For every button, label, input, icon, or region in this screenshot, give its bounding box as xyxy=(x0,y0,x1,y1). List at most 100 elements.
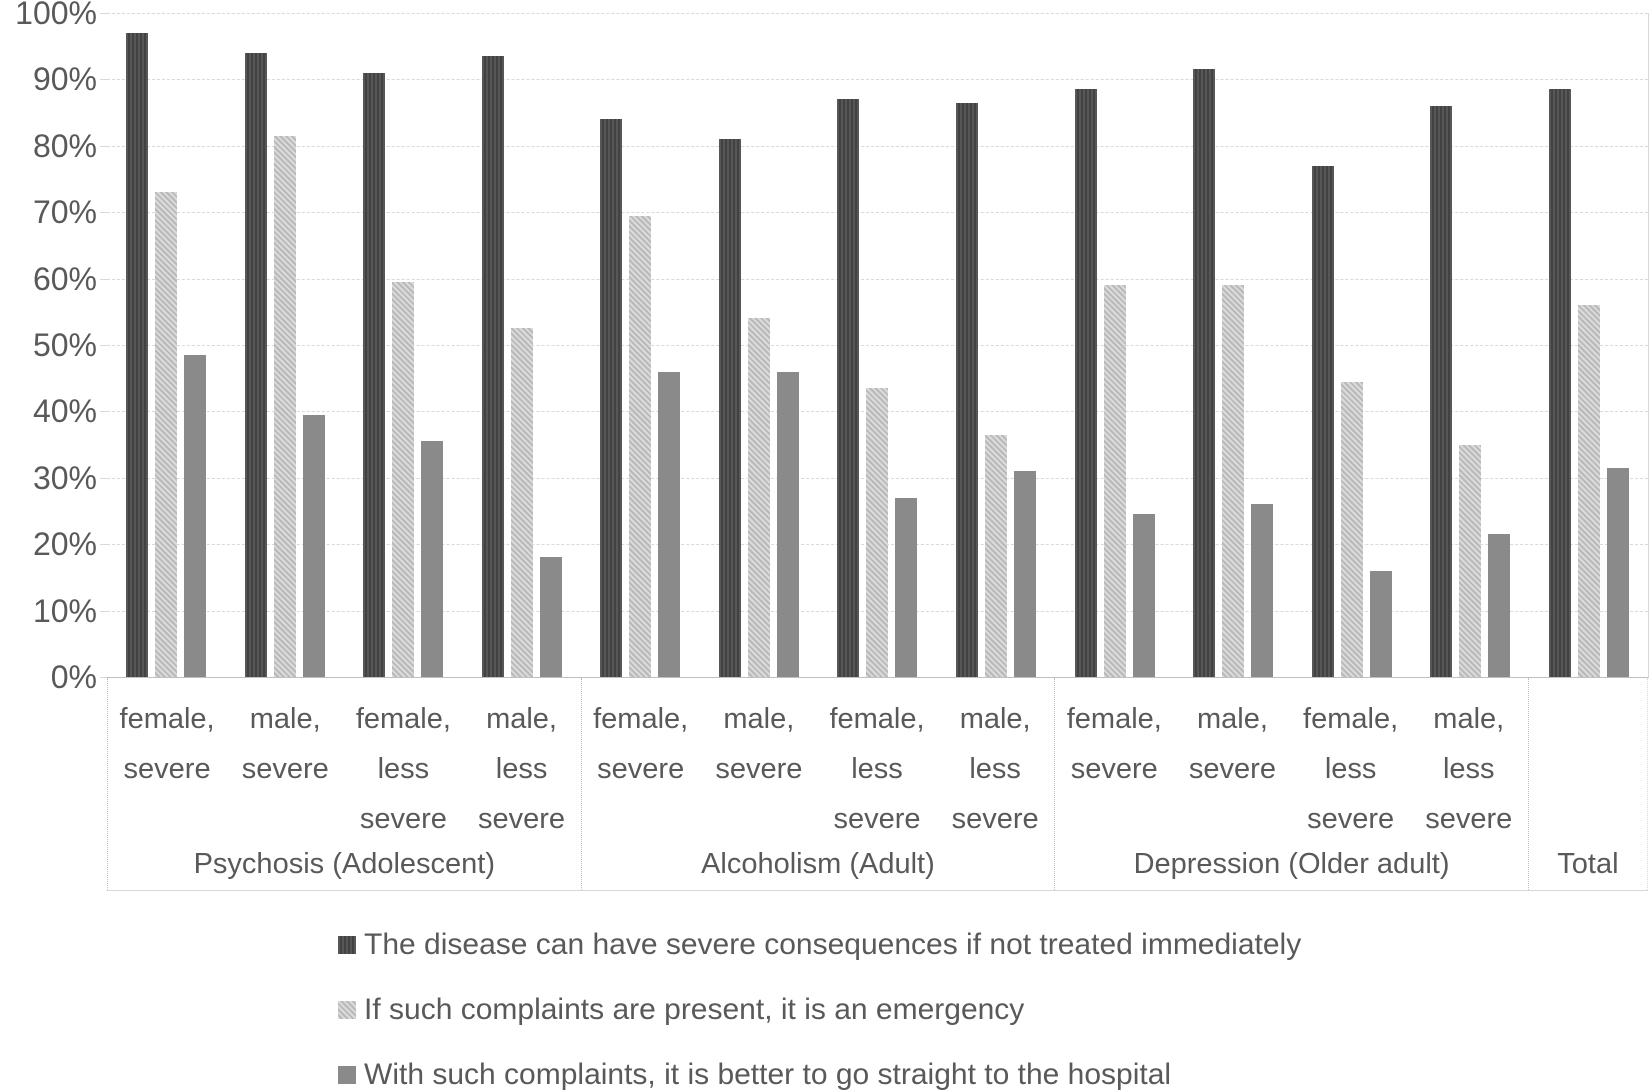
legend-item: The disease can have severe consequences… xyxy=(338,928,1302,961)
category-label: female, less severe xyxy=(355,703,451,835)
category-label: female, less severe xyxy=(829,703,925,835)
category-group-section: female, severe male, severe female, less s… xyxy=(107,678,581,890)
bar-severe-consequences xyxy=(481,56,504,677)
bar-straight-to-hospital xyxy=(184,354,207,677)
bar-emergency xyxy=(1459,444,1482,677)
bar-emergency xyxy=(510,328,533,677)
category-group-section: female, severe male, severe female, less s… xyxy=(580,678,1055,890)
bar-group xyxy=(700,13,819,677)
legend-label: With such complaints, it is better to go… xyxy=(364,1058,1172,1091)
bar-severe-consequences xyxy=(1430,105,1453,677)
legend-item: With such complaints, it is better to go… xyxy=(338,1058,1172,1091)
category-label: female, less severe xyxy=(1303,703,1399,835)
gridline xyxy=(107,278,1648,280)
category-label: male, severe xyxy=(241,703,329,785)
y-tick-mark xyxy=(100,677,107,678)
category-label: male, less severe xyxy=(1425,703,1513,835)
category-label-row: female, severe male, severe female, less s… xyxy=(1055,678,1528,890)
bar-severe-consequences xyxy=(600,119,623,677)
y-tick-label: 70% xyxy=(32,194,97,231)
category-group-section: female, severe male, severe female, less s… xyxy=(1054,678,1528,890)
bar-severe-consequences xyxy=(955,102,978,677)
y-tick-label: 80% xyxy=(32,127,97,164)
y-tick-mark xyxy=(100,145,107,147)
bar-straight-to-hospital xyxy=(1132,514,1155,677)
category-label: female, severe xyxy=(119,703,215,785)
bar-group xyxy=(1174,13,1293,677)
category-label: male, severe xyxy=(715,703,803,785)
gridline xyxy=(107,212,1648,214)
y-axis: 0% 10% 20% 30% 40% 50% 60% 70% 80% 90% 100% xyxy=(0,0,107,700)
y-tick-label: 50% xyxy=(32,327,97,363)
bar-straight-to-hospital xyxy=(1488,534,1511,677)
gridline xyxy=(107,145,1648,147)
bar-severe-consequences xyxy=(244,52,267,677)
y-tick-mark xyxy=(100,544,107,546)
bar-severe-consequences xyxy=(1548,89,1571,677)
y-tick-label: 20% xyxy=(32,526,97,563)
legend-swatch-dark xyxy=(338,936,356,954)
bar-emergency xyxy=(629,215,652,677)
bar-straight-to-hospital xyxy=(1013,471,1036,677)
bar-group xyxy=(107,13,226,677)
legend-item: If such complaints are present, it is an… xyxy=(338,993,1025,1026)
bar-severe-consequences xyxy=(1193,69,1216,677)
y-tick-mark xyxy=(100,212,107,214)
bar-severe-consequences xyxy=(837,99,860,677)
bar-emergency xyxy=(155,192,178,677)
bar-severe-consequences xyxy=(1074,89,1097,677)
y-tick-label: 90% xyxy=(32,61,97,98)
y-tick-mark xyxy=(100,477,107,479)
bar-straight-to-hospital xyxy=(421,441,444,677)
bar-straight-to-hospital xyxy=(776,371,799,677)
y-tick-label: 60% xyxy=(32,260,97,297)
legend-label: If such complaints are present, it is an… xyxy=(364,993,1025,1026)
group-label: Alcoholism (Adult) xyxy=(701,848,935,880)
bar-straight-to-hospital xyxy=(1251,504,1274,677)
y-tick-mark xyxy=(100,345,107,346)
x-axis-table: female, severe male, severe female, less s… xyxy=(107,678,1648,891)
legend-swatch-light xyxy=(338,1001,356,1019)
bar-group xyxy=(937,13,1056,677)
category-label: female, severe xyxy=(1066,703,1162,785)
legend-label: The disease can have severe consequences… xyxy=(364,928,1302,961)
bar-group xyxy=(1055,13,1174,677)
y-tick-label: 30% xyxy=(32,459,97,496)
category-label: male, less severe xyxy=(478,703,566,835)
group-label: Psychosis (Adolescent) xyxy=(193,848,495,880)
y-tick-label: 0% xyxy=(50,659,97,695)
bar-emergency xyxy=(392,281,415,677)
gridline xyxy=(107,79,1648,81)
category-label: female, severe xyxy=(593,703,689,785)
y-tick-mark xyxy=(100,13,107,14)
bar-group xyxy=(581,13,700,677)
bar-group xyxy=(1529,13,1648,677)
bar-group xyxy=(818,13,937,677)
bar-group xyxy=(463,13,582,677)
bar-emergency xyxy=(273,135,296,677)
bar-straight-to-hospital xyxy=(895,497,918,677)
gridline xyxy=(107,13,1648,14)
y-tick-mark xyxy=(100,79,107,81)
category-label: male, less severe xyxy=(951,703,1039,835)
y-tick-label: 10% xyxy=(32,592,97,629)
bar-emergency xyxy=(1103,285,1126,677)
bar-straight-to-hospital xyxy=(658,371,681,677)
bar-emergency xyxy=(1222,285,1245,677)
group-label: Depression (Older adult) xyxy=(1133,848,1450,880)
y-tick-label: 40% xyxy=(32,393,97,430)
gridline xyxy=(107,345,1648,346)
bar-group xyxy=(344,13,463,677)
bar-straight-to-hospital xyxy=(1606,467,1629,677)
bar-group xyxy=(1411,13,1530,677)
bar-group xyxy=(226,13,345,677)
bar-emergency xyxy=(1577,305,1600,677)
bar-severe-consequences xyxy=(363,72,386,677)
bar-severe-consequences xyxy=(1311,165,1334,677)
plot-area xyxy=(107,13,1649,678)
bar-emergency xyxy=(866,388,889,677)
y-tick-label: 100% xyxy=(15,0,97,31)
category-label-row: female, severe male, severe female, less s… xyxy=(108,678,581,890)
category-group-section: Total xyxy=(1527,678,1648,890)
